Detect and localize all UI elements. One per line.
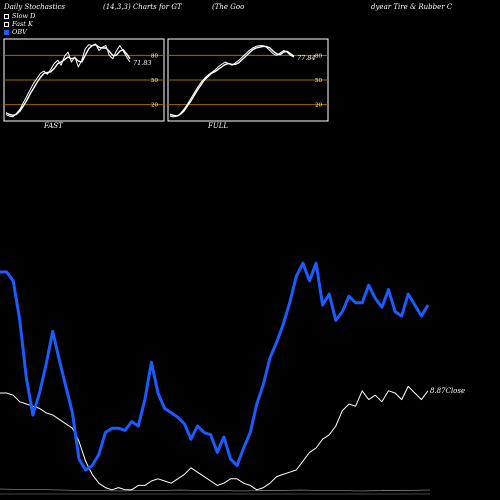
legend-label: Fast K <box>12 20 33 28</box>
full-y-tick-label: 20 <box>315 103 322 109</box>
legend-item-fast-k: Fast K <box>4 20 35 28</box>
fast-y-tick-label: 50 <box>151 78 158 84</box>
fast-panel-label: FAST <box>44 122 63 130</box>
fast-series-fast-k <box>5 43 131 118</box>
chart-title-left: Daily Stochastics <box>4 3 66 11</box>
chart-title-right-a: (The Goo <box>212 3 245 11</box>
legend-swatch <box>4 29 9 35</box>
fast-y-tick-label: 20 <box>151 103 158 109</box>
legend: Slow D Fast K OBV <box>4 12 35 36</box>
chart-title-middle: (14,3,3) Charts for GT <box>103 3 182 11</box>
legend-swatch <box>4 13 9 19</box>
close-last-value-label: 8.87Close <box>430 387 465 395</box>
chart-title-right-b: dyear Tire & Rubber C <box>371 3 453 11</box>
full-last-value-label: 77.84 <box>297 54 316 62</box>
legend-item-slow-d: Slow D <box>4 12 35 20</box>
legend-label: Slow D <box>12 12 36 20</box>
fast-last-value-label: 71.83 <box>133 59 152 67</box>
obv-line <box>0 261 430 472</box>
legend-swatch <box>4 21 9 27</box>
full-y-tick-label: 80 <box>315 53 322 59</box>
legend-label: OBV <box>12 28 27 36</box>
full-series-slow-d <box>169 45 295 117</box>
fast-series-slow-d <box>5 44 131 117</box>
full-series-fast-k <box>169 45 295 118</box>
legend-item-obv: OBV <box>4 28 35 36</box>
close-price-line <box>0 385 429 491</box>
full-panel-label: FULL <box>208 122 229 130</box>
fast-y-tick-label: 80 <box>151 53 158 59</box>
bottom-trace <box>0 488 431 492</box>
full-y-tick-label: 50 <box>315 78 322 84</box>
